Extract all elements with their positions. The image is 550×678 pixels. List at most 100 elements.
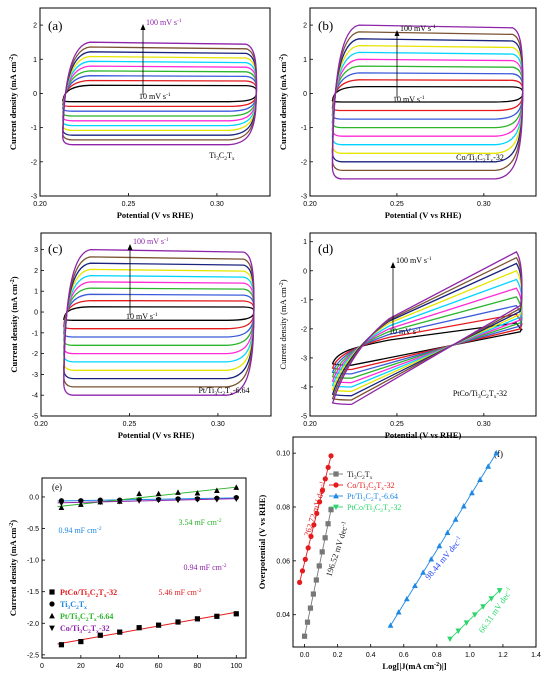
marker-triangle-up — [428, 556, 434, 561]
text-span: Potential (V vs RHE) — [118, 430, 195, 440]
y-tick-label: 0.08 — [276, 505, 290, 512]
y-tick-label: -2 — [301, 159, 307, 166]
text-span: 196.52 mV dec — [324, 525, 350, 578]
marker-square — [78, 639, 83, 644]
x-tick-label: 20 — [77, 663, 85, 670]
y-tick-label: -3 — [301, 355, 307, 362]
text-span: Current density (mA cm — [9, 284, 19, 372]
text-span: PtCo/Ti — [347, 503, 373, 512]
marker-square — [323, 535, 328, 540]
text-span: Potential (V vs RHE) — [117, 210, 194, 220]
fit-line — [58, 487, 239, 507]
marker-triangle-up — [485, 463, 491, 468]
panel-letter: (b) — [318, 18, 333, 33]
x-tick-label: 0.8 — [432, 652, 442, 659]
text-span: 10 mV s — [139, 92, 166, 101]
legend-entry: Ti3C2Tx — [347, 470, 373, 481]
x-axis-label: Potential (V vs RHE) — [118, 430, 195, 440]
text-span: 262.72 mV dec — [302, 485, 328, 538]
x-tick-label: 1.0 — [465, 652, 475, 659]
y-tick-label: -1 — [301, 297, 307, 304]
y-tick-label: -5 — [301, 414, 307, 421]
y-tick-label: 0 — [303, 91, 307, 98]
marker-square — [59, 642, 64, 647]
sample-label: Ti3C2Tx — [209, 151, 235, 162]
y-tick-label: 0.04 — [276, 612, 290, 619]
x-axis-label: Potential (V vs RHE) — [385, 210, 462, 220]
legend-entry: PtCo/Ti3C2Tx-32 — [60, 588, 117, 599]
x-tick-label: 0.4 — [366, 652, 376, 659]
panel-letter: (c) — [48, 241, 62, 256]
text-span: Log[|J(mA cm — [382, 661, 434, 671]
legend-entry: Pt/Ti3C2Tx-6.64 — [347, 492, 398, 503]
marker-square — [328, 507, 333, 512]
y-tick-label: 2 — [303, 23, 307, 30]
text-span: Pt/Ti — [60, 612, 78, 621]
marker-circle — [49, 601, 54, 606]
y-tick-label: -3 — [32, 372, 38, 379]
cv-loop — [333, 271, 522, 392]
marker-square — [311, 591, 316, 596]
y-tick-label: -3 — [31, 194, 37, 201]
text-span: -1 — [431, 24, 436, 30]
y-axis-label: Overpotential (V vs RHE) — [257, 495, 267, 590]
marker-circle — [300, 568, 305, 573]
cv-loop — [64, 301, 254, 329]
marker-triangle-up — [156, 491, 162, 496]
marker-circle — [303, 557, 308, 562]
text-span: -32 — [106, 588, 117, 597]
cv-loop — [64, 307, 254, 321]
marker-circle — [306, 545, 311, 550]
text-span: Potential (V vs RHE) — [385, 210, 462, 220]
slope-label: 262.72 mV dec-1 — [302, 480, 329, 537]
marker-square — [333, 471, 338, 476]
legend-entry: Ti3C2Tx — [60, 600, 87, 611]
marker-triangle-up — [136, 491, 142, 496]
slope-label: 66.31 mV dec-1 — [476, 586, 514, 635]
text-span: 5.46 mF cm — [158, 588, 197, 597]
text-span: -1 — [416, 327, 421, 333]
text-span: -32 — [99, 624, 110, 633]
marker-triangle-up — [453, 516, 459, 521]
text-span: 10 mV s — [393, 95, 420, 104]
y-tick-label: -3 — [301, 194, 307, 201]
x-tick-label: 1.2 — [498, 652, 508, 659]
text-span: -1 — [153, 312, 158, 318]
text-span: Current density (mA cm — [8, 62, 18, 150]
x-tick-label: 0.20 — [34, 421, 48, 428]
text-span: ) — [9, 276, 19, 279]
marker-square — [325, 521, 330, 526]
cv-loop — [332, 39, 522, 162]
x-tick-label: 40 — [116, 663, 124, 670]
text-span: -1 — [164, 237, 169, 243]
scan-rate-top-label: 100 mV s-1 — [133, 237, 169, 246]
marker-circle — [297, 580, 302, 585]
text-span: -1 — [340, 521, 347, 528]
marker-triangle-up — [461, 503, 467, 508]
x-tick-label: 0.25 — [390, 421, 404, 428]
text-span: Potential (V vs RHE) — [385, 430, 462, 440]
panel-letter: (e) — [52, 482, 62, 492]
marker-triangle-up — [412, 583, 418, 588]
text-span: 100 mV s — [146, 18, 177, 27]
text-span: -6.64 — [97, 612, 114, 621]
y-tick-label: 1 — [33, 57, 37, 64]
capacitance-panel-e: 020406080100-2.5-2.0-1.5-1.0-0.50.0Scan … — [8, 478, 246, 673]
text-span: 3.54 mF cm — [178, 518, 217, 527]
x-tick-label: 0.25 — [390, 201, 404, 208]
text-span: -32 — [497, 389, 508, 398]
y-axis-label: Current density (mA cm-2) — [278, 54, 288, 150]
legend-entry: PtCo/Ti3C2Tx-32 — [347, 503, 401, 514]
y-tick-label: 2 — [34, 268, 38, 275]
y-tick-label: -2.0 — [27, 621, 39, 628]
text-span: Co/Ti — [347, 481, 366, 490]
x-tick-label: 0.6 — [399, 652, 409, 659]
text-span: Current density (mA cm — [278, 287, 288, 370]
sample-label: Co/Ti3C2Tx-32 — [456, 153, 504, 164]
text-span: Current density (mA cm — [8, 528, 18, 616]
marker-triangle-up — [477, 477, 483, 482]
text-span: 100 mV s — [400, 24, 431, 33]
text-span: -2 — [97, 526, 102, 532]
y-tick-label: 0.10 — [276, 451, 290, 458]
scan-rate-top-label: 100 mV s-1 — [400, 24, 436, 33]
